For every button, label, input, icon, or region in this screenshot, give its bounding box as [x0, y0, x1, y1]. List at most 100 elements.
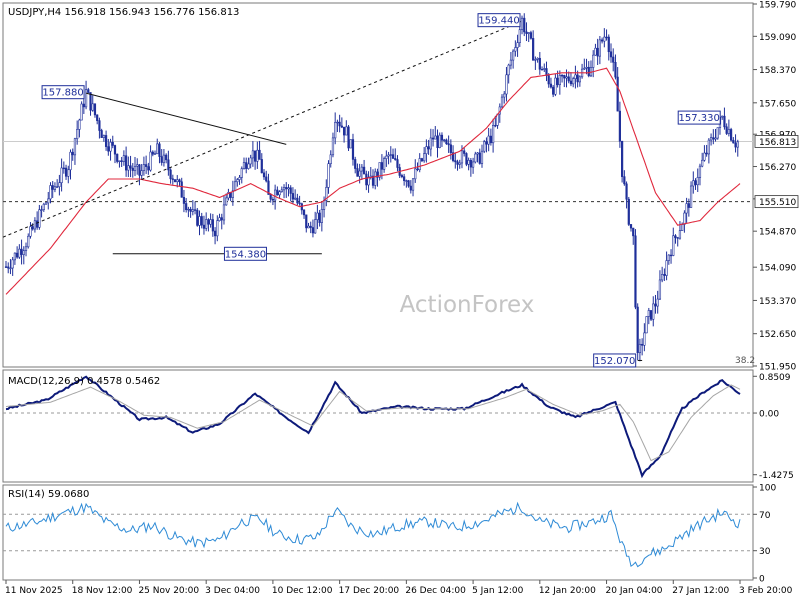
candle-body — [260, 159, 263, 174]
candle-body — [612, 56, 615, 63]
price-axis-label: 156.270 — [759, 163, 796, 173]
candle-body — [547, 75, 550, 85]
candle-body — [652, 303, 655, 320]
candle-body — [480, 150, 484, 164]
price-annotation-label: 159.440 — [478, 16, 519, 27]
candle-body — [445, 139, 448, 144]
candle-body — [349, 139, 352, 149]
macd-axis-label: 0.8509 — [759, 373, 791, 383]
candle-body — [527, 32, 530, 34]
candle-body — [387, 154, 390, 157]
time-axis-label: 25 Nov 20:00 — [138, 586, 199, 596]
price-axis-label: 159.090 — [759, 33, 796, 43]
candle-body — [38, 209, 41, 228]
candle-body — [216, 220, 219, 237]
candle-body — [389, 154, 392, 156]
candle-body — [416, 168, 419, 171]
rsi-axis-label: 100 — [759, 484, 776, 494]
candle-body — [518, 29, 521, 43]
candle-body — [661, 274, 664, 281]
candle-body — [645, 316, 648, 334]
falling-trend-line — [85, 92, 287, 145]
candle-body — [358, 170, 361, 177]
candle-body — [485, 141, 488, 145]
candle-body — [714, 137, 717, 140]
price-axis-label: 154.090 — [759, 264, 796, 274]
candle-body — [654, 303, 657, 307]
candle-body — [256, 149, 259, 162]
candle-body — [236, 179, 239, 183]
candle-body — [100, 130, 103, 138]
candle-body — [209, 219, 212, 225]
candle-body — [587, 66, 590, 77]
candle-body — [187, 208, 190, 211]
candle-body — [258, 149, 261, 160]
candle-body — [13, 252, 16, 261]
candle-body — [131, 167, 134, 171]
time-axis-label: 18 Nov 12:00 — [72, 586, 133, 596]
candle-body — [267, 180, 270, 195]
candle-body — [676, 237, 679, 239]
candle-body — [178, 179, 181, 183]
price-annotation-box — [223, 246, 267, 261]
candle-body — [683, 212, 686, 225]
candle-body — [698, 165, 702, 178]
candle-body — [649, 310, 653, 320]
candle-body — [147, 166, 150, 171]
candle-body — [721, 115, 724, 118]
candle-body — [31, 226, 34, 230]
candle-body — [634, 235, 637, 308]
candle-body — [311, 227, 315, 234]
candle-body — [585, 66, 588, 69]
time-axis-label: 26 Dec 04:00 — [405, 586, 466, 596]
candle-body — [231, 190, 234, 198]
candle-body — [556, 77, 559, 86]
price-panel-frame — [2, 2, 754, 368]
rising-trend-line — [2, 20, 523, 238]
candle-body — [420, 158, 424, 162]
candle-body — [454, 160, 457, 163]
candle-body — [605, 36, 608, 39]
candle-body — [309, 225, 312, 228]
candle-body — [307, 225, 310, 229]
candle-body — [60, 167, 63, 184]
candle-body — [463, 150, 466, 154]
candle-body — [305, 214, 308, 229]
candle-body — [707, 139, 710, 155]
candle-body — [18, 248, 21, 258]
candle-body — [104, 135, 108, 147]
candle-body — [69, 151, 72, 171]
candle-body — [658, 279, 662, 300]
candle-body — [512, 50, 515, 61]
candle-body — [431, 137, 435, 140]
price-panel-title: USDJPY,H4 156.918 156.943 156.776 156.81… — [8, 7, 239, 18]
candle-body — [538, 57, 541, 70]
candle-body — [282, 187, 286, 191]
candle-body — [171, 178, 174, 180]
candle-body — [269, 194, 272, 200]
candle-body — [280, 189, 283, 192]
candle-body — [20, 248, 23, 255]
price-annotation-label: 154.380 — [225, 249, 266, 260]
candle-body — [701, 159, 704, 167]
candle-body — [262, 172, 266, 178]
current-price-badge — [754, 135, 799, 148]
candle-body — [167, 159, 170, 171]
candle-body — [278, 191, 281, 196]
candle-body — [98, 120, 101, 131]
candle-body — [93, 103, 97, 116]
time-axis-label: 17 Dec 20:00 — [339, 586, 400, 596]
candle-body — [616, 76, 619, 112]
candle-body — [238, 177, 241, 180]
candle-body — [189, 208, 192, 212]
candle-body — [22, 250, 25, 255]
candle-body — [276, 189, 279, 196]
candle-body — [609, 51, 613, 58]
candle-body — [478, 152, 481, 164]
candle-body — [294, 197, 297, 200]
candle-body — [133, 165, 137, 171]
price-layer: 157.880 154.380 159.440 157.330 152.070 — [2, 13, 753, 368]
rsi-line — [5, 501, 741, 568]
candle-body — [291, 193, 295, 200]
